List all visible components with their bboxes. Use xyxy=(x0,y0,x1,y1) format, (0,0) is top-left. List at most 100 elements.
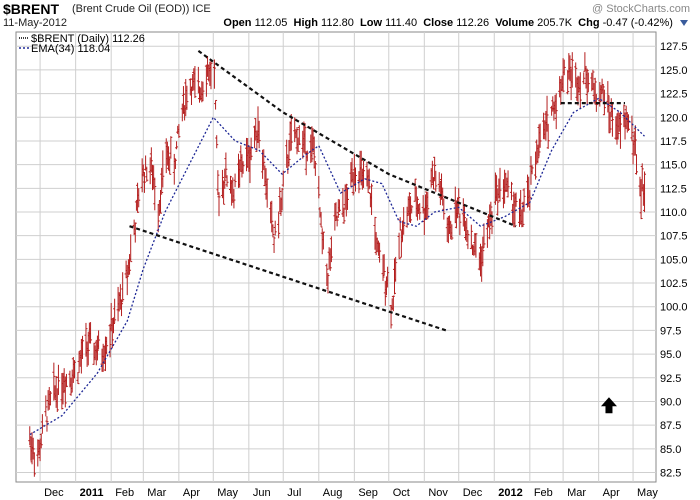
price-bar xyxy=(209,60,213,90)
x-tick-label: May xyxy=(637,487,658,499)
price-bar xyxy=(514,192,518,207)
y-tick-label: 87.5 xyxy=(660,420,681,432)
price-bar xyxy=(296,137,300,152)
price-bar xyxy=(367,168,371,190)
price-bar xyxy=(509,181,513,201)
x-tick-label: Jun xyxy=(253,487,271,499)
watermark: @ StockCharts.com xyxy=(592,3,690,15)
price-bar xyxy=(373,216,377,250)
x-tick-label: Sep xyxy=(358,487,378,499)
price-bar xyxy=(399,230,403,258)
price-bar xyxy=(534,151,538,180)
price-bar xyxy=(457,188,461,215)
y-tick-label: 127.5 xyxy=(660,41,688,53)
price-bar xyxy=(561,58,565,93)
price-bar xyxy=(353,167,357,192)
y-tick-label: 122.5 xyxy=(660,89,688,101)
price-bar xyxy=(196,66,200,94)
open-label: Open xyxy=(223,17,252,29)
price-bar xyxy=(285,139,289,168)
price-bar xyxy=(265,178,269,208)
dropdown-arrow-icon[interactable] xyxy=(680,20,688,27)
y-tick-label: 115.0 xyxy=(660,160,687,172)
price-bar xyxy=(545,95,549,132)
close-value: 112.26 xyxy=(456,17,490,29)
y-tick-label: 117.5 xyxy=(660,136,687,148)
up-arrow-icon xyxy=(600,397,617,414)
plot-area xyxy=(15,31,657,483)
price-bar xyxy=(441,187,445,206)
high-label: High xyxy=(293,17,318,29)
x-tick-label: Dec xyxy=(463,487,483,499)
price-bar xyxy=(222,180,226,205)
price-bar xyxy=(574,62,578,88)
price-bar xyxy=(321,231,325,250)
price-bar xyxy=(120,299,124,317)
price-bar xyxy=(335,215,339,227)
price-bar xyxy=(161,150,165,188)
price-bar xyxy=(640,163,644,192)
price-bar xyxy=(279,197,283,216)
y-tick-label: 82.5 xyxy=(660,468,681,480)
price-bar xyxy=(413,178,417,202)
volume-label: Volume xyxy=(495,17,535,29)
price-bar xyxy=(177,124,181,138)
price-bar xyxy=(228,175,232,194)
price-bar xyxy=(241,161,245,174)
price-bar xyxy=(633,125,637,156)
price-bar xyxy=(201,81,205,101)
price-bar xyxy=(469,224,473,250)
price-bar xyxy=(397,232,401,260)
price-bar xyxy=(329,236,333,263)
price-bar xyxy=(522,188,526,212)
price-bar xyxy=(217,192,221,217)
price-bar xyxy=(204,64,208,97)
price-bar xyxy=(84,322,88,357)
price-bar xyxy=(582,72,586,85)
price-bar xyxy=(488,204,492,240)
price-bar xyxy=(585,68,589,105)
ticker-symbol: $BRENT xyxy=(3,1,60,17)
y-tick-label: 120.0 xyxy=(660,112,688,124)
price-bar xyxy=(280,188,284,211)
price-bars xyxy=(28,52,647,477)
price-bar xyxy=(92,342,96,365)
x-tick-label: Oct xyxy=(393,487,410,499)
price-bar xyxy=(214,99,218,110)
y-axis: 82.5 85.0 87.5 90.0 92.5 95.0 97.5 100.0 102.5 10… xyxy=(660,41,688,479)
price-bar xyxy=(105,336,109,355)
price-bar xyxy=(538,123,542,148)
price-bar xyxy=(568,55,572,82)
price-bar xyxy=(56,364,60,396)
price-bar xyxy=(168,156,172,175)
price-bar xyxy=(442,198,446,220)
x-tick-label: Dec xyxy=(44,487,64,499)
price-bar xyxy=(76,372,80,385)
price-bar xyxy=(297,125,301,146)
y-tick-label: 100.0 xyxy=(660,302,688,314)
price-bar xyxy=(111,317,115,334)
price-bar xyxy=(129,234,133,263)
price-bar xyxy=(113,298,117,324)
price-bar xyxy=(415,196,419,221)
price-bar xyxy=(128,254,132,275)
price-bar xyxy=(591,69,595,90)
price-bar xyxy=(362,160,366,188)
price-bar xyxy=(125,264,129,296)
price-bar xyxy=(172,153,176,185)
price-bar xyxy=(133,222,137,243)
y-tick-label: 102.5 xyxy=(660,278,688,290)
x-tick-label: Mar xyxy=(567,487,586,499)
price-bar xyxy=(639,179,643,220)
price-bar xyxy=(270,200,274,233)
price-bar xyxy=(145,166,149,182)
price-bar xyxy=(295,127,299,155)
price-bar xyxy=(193,66,197,99)
price-bar xyxy=(635,154,639,175)
price-bar xyxy=(271,224,275,238)
price-bar xyxy=(481,236,485,267)
price-bar xyxy=(278,187,282,213)
price-bar xyxy=(407,192,411,223)
price-bar xyxy=(313,161,317,176)
